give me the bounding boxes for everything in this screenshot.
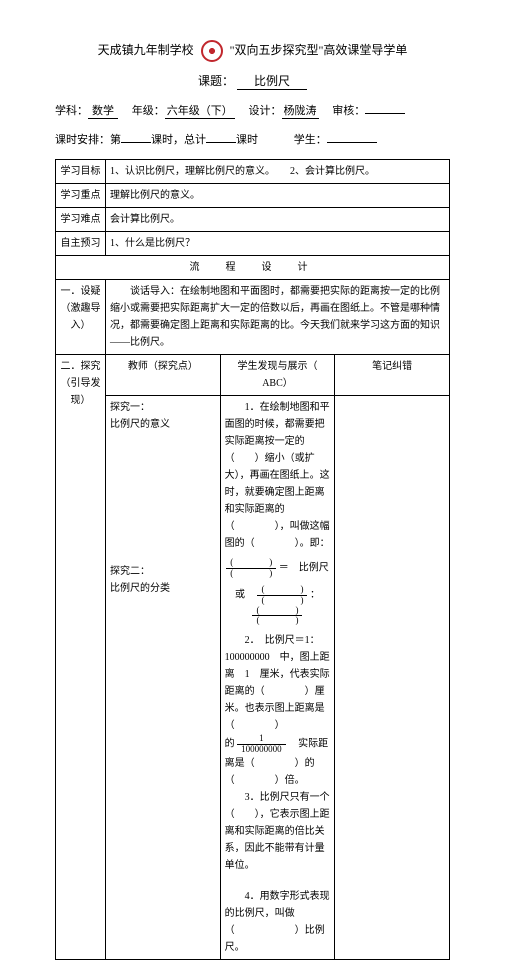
diff-text: 会计算比例尺。 — [106, 208, 450, 232]
student-label: 学生： — [294, 134, 327, 146]
body-3: 3．比例尺只有一个（ ），它表示图上距离和实际距离的倍比关系，因此不能带有计量单… — [225, 789, 331, 874]
reviewer-value — [365, 113, 405, 114]
body-2: 2． 比例尺＝1：100000000 中，图上距离 1 厘米，代表实际距离的（ … — [225, 632, 331, 734]
inquiry2-sub: 比例尺的分类 — [110, 580, 216, 597]
period-total — [206, 142, 236, 143]
grade-value: 六年级（下） — [165, 102, 235, 119]
meta-line-2: 课时安排：第 课时，总计 课时 学生： — [55, 131, 450, 147]
formula-1: ( ) ( ) ＝ 比例尺 — [225, 558, 331, 579]
diff-label: 学习难点 — [56, 208, 106, 232]
teacher-head: 教师（探究点） — [106, 355, 221, 396]
focus-text: 理解比例尺的意义。 — [106, 184, 450, 208]
or-text: 或 — [235, 589, 245, 600]
topic-label: 课题： — [198, 74, 234, 88]
formula-3: 的 1 100000000 实际距离是（ ）的（ ）倍。 — [225, 734, 331, 789]
student-col: 1．在绘制地图和平面图的时候，都需要把实际距离按一定的（ ）缩小（或扩大），再画… — [220, 396, 335, 960]
school-name: 天成镇九年制学校 — [98, 43, 194, 57]
frac-2b: ( ) ( ) — [252, 606, 302, 627]
designer-label: 设计： — [249, 105, 282, 117]
preview-label: 自主预习 — [56, 232, 106, 256]
goal-text: 1、认识比例尺，理解比例尺的意义。 2、会计算比例尺。 — [106, 160, 450, 184]
focus-label: 学习重点 — [56, 184, 106, 208]
frac-1: ( ) ( ) — [226, 558, 276, 579]
student-value — [327, 142, 377, 143]
grade-label: 年级： — [132, 105, 165, 117]
inquiry2-title: 探究二： — [110, 563, 216, 580]
topic-value: 比例尺 — [237, 72, 307, 90]
formula-2: 或 ( ) ( ) ： ( ) ( ) — [225, 585, 331, 627]
reviewer-label: 审核： — [332, 105, 365, 117]
page-header: 天成镇九年制学校 "双向五步探究型"高效课堂导学单 — [55, 40, 450, 62]
body-1: 1．在绘制地图和平面图的时候，都需要把实际距离按一定的（ ）缩小（或扩大），再画… — [225, 399, 331, 552]
topic-line: 课题： 比例尺 — [55, 72, 450, 90]
subject-value: 数学 — [88, 102, 118, 119]
flow-title: 流 程 设 计 — [56, 256, 450, 280]
section1-label: 一．设疑 （激趣导入） — [56, 280, 106, 355]
inquiry1-sub: 比例尺的意义 — [110, 416, 216, 433]
preview-text: 1、什么是比例尺？ — [106, 232, 450, 256]
note-col — [335, 396, 450, 960]
section1-text: 谈话导入：在绘制地图和平面图时，都需要把实际的距离按一定的比例缩小或需要把实际距… — [106, 280, 450, 355]
note-head: 笔记纠错 — [335, 355, 450, 396]
teacher-col: 探究一： 比例尺的意义 探究二： 比例尺的分类 — [106, 396, 221, 960]
method-name: "双向五步探究型"高效课堂导学单 — [230, 43, 408, 57]
eq-text: ＝ 比例尺 — [279, 563, 329, 574]
period-num — [121, 142, 151, 143]
period-mid: 课时，总计 — [151, 134, 206, 146]
school-logo-icon — [201, 40, 223, 62]
of-text: 的 — [225, 739, 235, 750]
subject-label: 学科： — [55, 105, 88, 117]
frac-2a: ( ) ( ) — [257, 585, 307, 606]
meta-line-1: 学科：数学 年级：六年级（下） 设计：杨陇涛 审核： — [55, 102, 450, 119]
goal-label: 学习目标 — [56, 160, 106, 184]
body-4: 4．用数字形式表现的比例尺，叫做（ ）比例尺。 — [225, 888, 331, 956]
student-head: 学生发现与展示（ ABC） — [220, 355, 335, 396]
worksheet-table: 学习目标 1、认识比例尺，理解比例尺的意义。 2、会计算比例尺。 学习重点 理解… — [55, 159, 450, 960]
period-suffix: 课时 — [236, 134, 258, 146]
section2-label: 二．探究 （引导发现） — [56, 355, 106, 960]
colon-text: ： — [310, 589, 320, 600]
frac-3: 1 100000000 — [237, 734, 286, 755]
period-prefix: 课时安排：第 — [55, 134, 121, 146]
designer-value: 杨陇涛 — [282, 102, 319, 119]
inquiry1-title: 探究一： — [110, 399, 216, 416]
